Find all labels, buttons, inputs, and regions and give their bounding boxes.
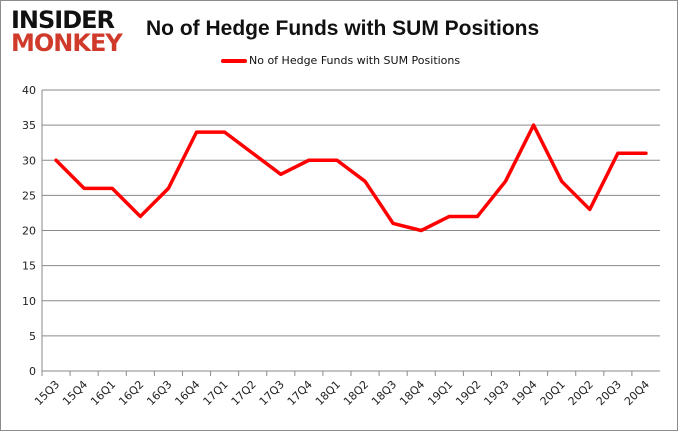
x-tick-label: 20Q4: [622, 378, 652, 408]
logo-line1: INSIDER: [11, 6, 115, 34]
x-tick-label: 20Q1: [538, 378, 568, 408]
x-tick-label: 17Q3: [257, 378, 287, 408]
x-tick-label: 20Q3: [594, 378, 624, 408]
x-tick-label: 19Q1: [425, 378, 455, 408]
x-tick-label: 16Q2: [116, 378, 146, 408]
y-tick-label: 20: [22, 225, 36, 238]
y-tick-label: 15: [22, 260, 36, 273]
x-tick-label: 17Q4: [285, 378, 315, 408]
y-tick-label: 35: [22, 119, 36, 132]
chart-title: No of Hedge Funds with SUM Positions: [146, 17, 540, 40]
x-tick-label: 17Q1: [201, 378, 231, 408]
y-tick-label: 30: [22, 154, 36, 167]
legend-swatch: [221, 58, 247, 63]
x-tick-label: 16Q3: [144, 378, 174, 408]
x-tick-label: 18Q4: [397, 378, 427, 408]
x-tick-label: 19Q2: [453, 378, 483, 408]
x-tick-label: 18Q3: [369, 378, 399, 408]
legend: No of Hedge Funds with SUM Positions: [221, 54, 460, 67]
y-tick-label: 10: [22, 295, 36, 308]
x-tick-label: 18Q2: [341, 378, 371, 408]
insider-monkey-logo: INSIDER MONKEY: [11, 6, 131, 57]
y-tick-label: 40: [22, 84, 36, 97]
series-line: [54, 123, 648, 233]
x-tick-label: 16Q4: [172, 378, 202, 408]
x-tick-label: 17Q2: [229, 378, 259, 408]
y-tick-label: 25: [22, 189, 36, 202]
x-tick-label: 16Q1: [88, 378, 118, 408]
y-tick-label: 0: [29, 365, 36, 378]
legend-label: No of Hedge Funds with SUM Positions: [249, 54, 461, 67]
logo-line2: MONKEY: [11, 29, 123, 57]
x-tick-label: 15Q4: [60, 378, 90, 408]
x-tick-label: 15Q3: [32, 378, 62, 408]
x-tick-label: 19Q4: [510, 378, 540, 408]
x-tick-label: 19Q3: [481, 378, 511, 408]
x-tick-label: 20Q2: [566, 378, 596, 408]
x-tick-label: 18Q1: [313, 378, 343, 408]
y-tick-label: 5: [29, 330, 36, 343]
